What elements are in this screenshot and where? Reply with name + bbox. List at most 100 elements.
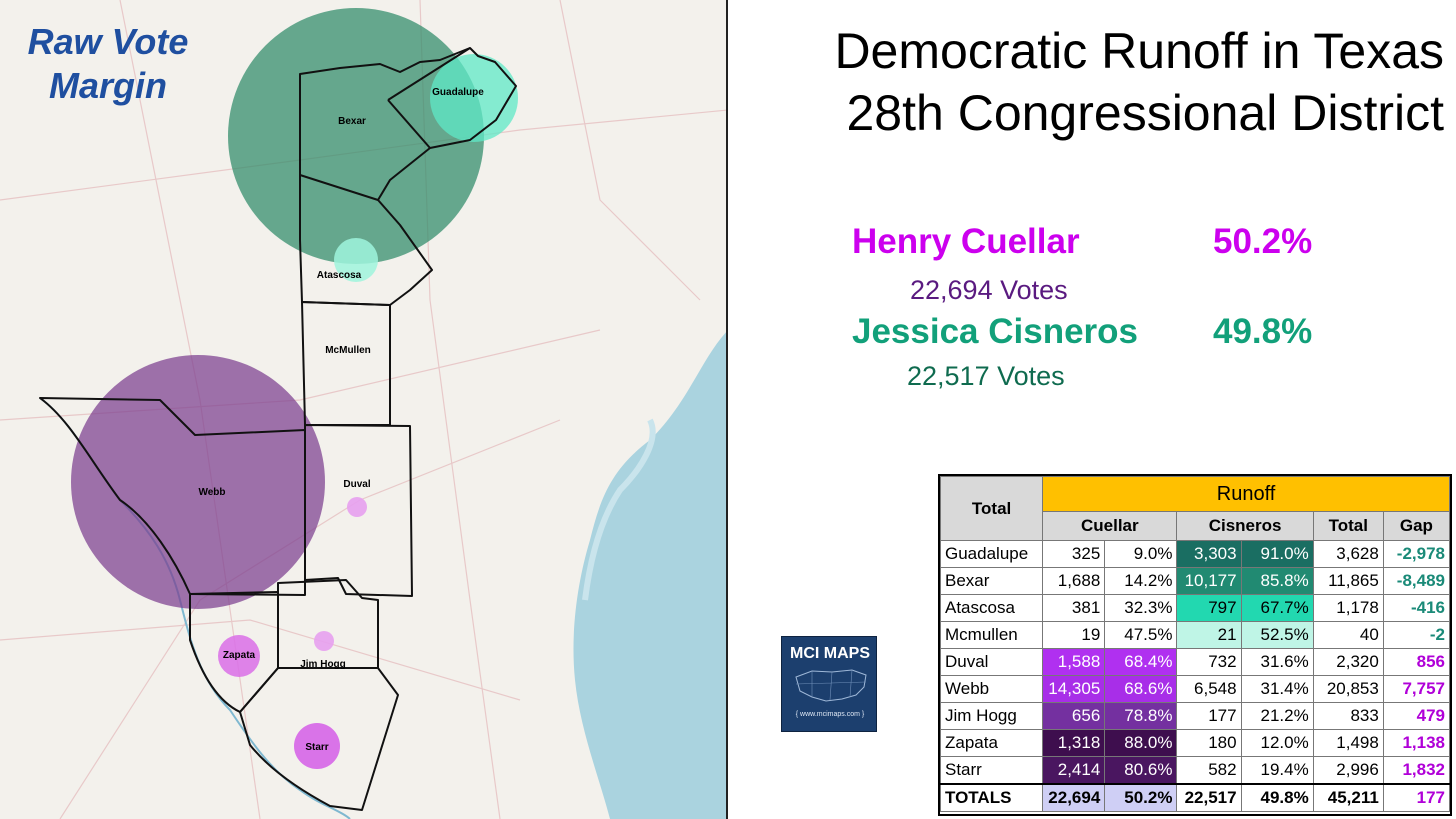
row-cuellar-votes: 14,305 bbox=[1042, 675, 1106, 703]
row-cisneros-votes: 177 bbox=[1176, 702, 1242, 730]
row-county: Starr bbox=[939, 756, 1044, 785]
header-gap: Gap bbox=[1382, 511, 1451, 541]
row-cisneros-pct: 31.4% bbox=[1240, 675, 1314, 703]
logo-text: MCI MAPS bbox=[790, 645, 870, 662]
row-cisneros-pct: 31.6% bbox=[1240, 648, 1314, 676]
us-map-icon bbox=[795, 669, 867, 702]
row-cisneros-pct: 52.5% bbox=[1240, 621, 1314, 649]
starr-margin-circle bbox=[294, 723, 340, 769]
county-label-zapata: Zapata bbox=[223, 650, 256, 661]
row-cisneros-votes: 10,177 bbox=[1176, 567, 1242, 595]
row-gap: -2 bbox=[1382, 621, 1451, 649]
cuellar-percent: 50.2% bbox=[1213, 222, 1313, 261]
row-cuellar-votes: 19 bbox=[1042, 621, 1106, 649]
row-cisneros-votes: 582 bbox=[1176, 756, 1242, 785]
row-gap: 856 bbox=[1382, 648, 1451, 676]
totals-label: TOTALS bbox=[939, 783, 1044, 812]
table-row: Zapata 1,318 88.0% 180 12.0% 1,498 1,138 bbox=[939, 729, 1451, 757]
totals-cisneros-pct: 49.8% bbox=[1240, 783, 1314, 812]
header-total: Total bbox=[939, 476, 1044, 541]
table-row: Mcmullen 19 47.5% 21 52.5% 40 -2 bbox=[939, 621, 1451, 649]
county-label-duval: Duval bbox=[343, 479, 370, 490]
county-map: Bexar Guadalupe Atascosa McMullen Webb D… bbox=[0, 0, 728, 819]
page-title-line2: 28th Congressional District bbox=[846, 85, 1445, 141]
atascosa-margin-circle bbox=[334, 238, 378, 282]
header-cuellar: Cuellar bbox=[1042, 511, 1178, 541]
row-county: Mcmullen bbox=[939, 621, 1044, 649]
table-row: Atascosa 381 32.3% 797 67.7% 1,178 -416 bbox=[939, 594, 1451, 622]
map-title-line1: Raw Vote bbox=[27, 21, 189, 62]
header-runoff: Runoff bbox=[1042, 476, 1450, 512]
row-cuellar-pct: 9.0% bbox=[1104, 540, 1178, 568]
cuellar-votes: 22,694 Votes bbox=[910, 275, 1068, 305]
cisneros-name: Jessica Cisneros bbox=[852, 312, 1139, 351]
totals-cuellar-pct: 50.2% bbox=[1104, 783, 1178, 812]
row-gap: 1,138 bbox=[1382, 729, 1451, 757]
totals-cuellar-votes: 22,694 bbox=[1042, 783, 1106, 812]
cuellar-name: Henry Cuellar bbox=[852, 222, 1080, 261]
bay-shore bbox=[582, 418, 656, 601]
header-cisneros: Cisneros bbox=[1176, 511, 1314, 541]
county-label-webb: Webb bbox=[198, 487, 225, 498]
row-total-votes: 3,628 bbox=[1312, 540, 1384, 568]
row-cuellar-votes: 1,688 bbox=[1042, 567, 1106, 595]
totals-row: TOTALS 22,694 50.2% 22,517 49.8% 45,211 … bbox=[939, 783, 1451, 812]
row-cisneros-pct: 21.2% bbox=[1240, 702, 1314, 730]
results-table: Total Runoff Cuellar Cisneros Total Gap … bbox=[939, 476, 1451, 812]
row-cuellar-pct: 47.5% bbox=[1104, 621, 1178, 649]
header-total-votes: Total bbox=[1312, 511, 1384, 541]
row-total-votes: 2,996 bbox=[1312, 756, 1384, 785]
row-cuellar-votes: 656 bbox=[1042, 702, 1106, 730]
row-county: Webb bbox=[939, 675, 1044, 703]
row-gap: -8,489 bbox=[1382, 567, 1451, 595]
row-cisneros-pct: 19.4% bbox=[1240, 756, 1314, 785]
row-cisneros-votes: 21 bbox=[1176, 621, 1242, 649]
row-county: Duval bbox=[939, 648, 1044, 676]
county-label-mcmullen: McMullen bbox=[325, 345, 371, 356]
row-cuellar-votes: 381 bbox=[1042, 594, 1106, 622]
row-cuellar-votes: 325 bbox=[1042, 540, 1106, 568]
row-cisneros-pct: 67.7% bbox=[1240, 594, 1314, 622]
row-cuellar-pct: 14.2% bbox=[1104, 567, 1178, 595]
row-cuellar-pct: 80.6% bbox=[1104, 756, 1178, 785]
row-cuellar-pct: 68.4% bbox=[1104, 648, 1178, 676]
row-cisneros-pct: 85.8% bbox=[1240, 567, 1314, 595]
row-cisneros-pct: 12.0% bbox=[1240, 729, 1314, 757]
table-row: Bexar 1,688 14.2% 10,177 85.8% 11,865 -8,489 bbox=[939, 567, 1451, 595]
row-cisneros-votes: 797 bbox=[1176, 594, 1242, 622]
map-title-line2: Margin bbox=[48, 65, 167, 106]
row-cuellar-pct: 88.0% bbox=[1104, 729, 1178, 757]
county-label-starr: Starr bbox=[305, 742, 328, 753]
row-county: Zapata bbox=[939, 729, 1044, 757]
row-total-votes: 20,853 bbox=[1312, 675, 1384, 703]
row-cuellar-votes: 1,318 bbox=[1042, 729, 1106, 757]
map-canvas: Bexar Guadalupe Atascosa McMullen Webb D… bbox=[0, 0, 726, 819]
row-county: Atascosa bbox=[939, 594, 1044, 622]
row-cisneros-pct: 91.0% bbox=[1240, 540, 1314, 568]
row-total-votes: 1,178 bbox=[1312, 594, 1384, 622]
row-cuellar-pct: 68.6% bbox=[1104, 675, 1178, 703]
county-label-atascosa: Atascosa bbox=[317, 270, 362, 281]
totals-gap: 177 bbox=[1382, 783, 1451, 812]
row-gap: 7,757 bbox=[1382, 675, 1451, 703]
row-cuellar-votes: 2,414 bbox=[1042, 756, 1106, 785]
totals-cisneros-votes: 22,517 bbox=[1176, 783, 1242, 812]
map-title: Raw Vote Margin bbox=[18, 20, 198, 108]
county-label-jim-hogg: Jim Hogg bbox=[300, 659, 346, 670]
table-row: Starr 2,414 80.6% 582 19.4% 2,996 1,832 bbox=[939, 756, 1451, 785]
row-total-votes: 833 bbox=[1312, 702, 1384, 730]
totals-total-votes: 45,211 bbox=[1312, 783, 1384, 812]
row-gap: 1,832 bbox=[1382, 756, 1451, 785]
table-row: Guadalupe 325 9.0% 3,303 91.0% 3,628 -2,978 bbox=[939, 540, 1451, 568]
jim-hogg-margin-circle bbox=[314, 631, 334, 651]
row-county: Guadalupe bbox=[939, 540, 1044, 568]
table-body: Guadalupe 325 9.0% 3,303 91.0% 3,628 -2,978 Bex… bbox=[939, 540, 1451, 785]
county-label-bexar: Bexar bbox=[338, 116, 366, 127]
row-county: Bexar bbox=[939, 567, 1044, 595]
row-cisneros-votes: 732 bbox=[1176, 648, 1242, 676]
row-gap: 479 bbox=[1382, 702, 1451, 730]
row-cisneros-votes: 3,303 bbox=[1176, 540, 1242, 568]
row-total-votes: 1,498 bbox=[1312, 729, 1384, 757]
cisneros-votes: 22,517 Votes bbox=[907, 361, 1065, 391]
guadalupe-margin-circle bbox=[430, 54, 518, 142]
